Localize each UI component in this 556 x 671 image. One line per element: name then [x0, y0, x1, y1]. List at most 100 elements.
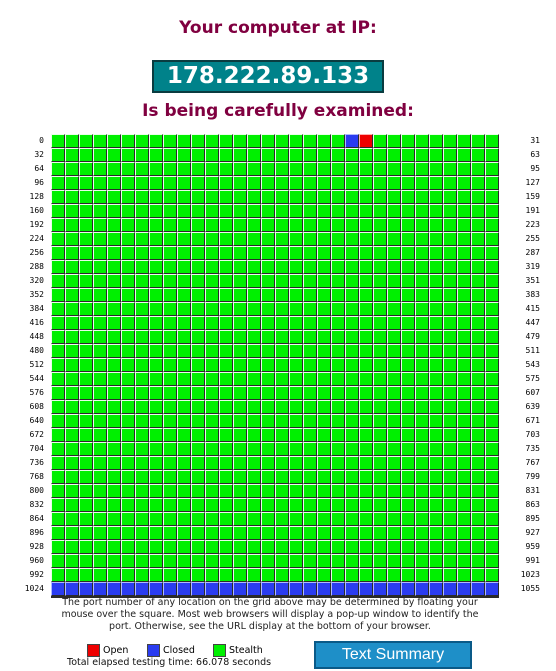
port-cell-81[interactable] — [289, 162, 303, 176]
port-cell-437[interactable] — [345, 316, 359, 330]
port-cell-138[interactable] — [191, 190, 205, 204]
port-cell-936[interactable] — [163, 540, 177, 554]
port-cell-974[interactable] — [247, 554, 261, 568]
port-cell-256[interactable] — [51, 246, 65, 260]
port-cell-181[interactable] — [345, 204, 359, 218]
port-cell-94[interactable] — [471, 162, 485, 176]
port-cell-918[interactable] — [359, 526, 373, 540]
port-cell-999[interactable] — [149, 568, 163, 582]
port-cell-442[interactable] — [415, 316, 429, 330]
port-cell-815[interactable] — [261, 484, 275, 498]
port-cell-544[interactable] — [51, 372, 65, 386]
port-cell-900[interactable] — [107, 526, 121, 540]
port-cell-703[interactable] — [485, 428, 499, 442]
port-cell-978[interactable] — [303, 554, 317, 568]
port-cell-31[interactable] — [485, 134, 499, 148]
port-cell-510[interactable] — [471, 344, 485, 358]
port-cell-753[interactable] — [289, 456, 303, 470]
port-cell-23[interactable] — [373, 134, 387, 148]
port-cell-676[interactable] — [107, 428, 121, 442]
port-cell-249[interactable] — [401, 232, 415, 246]
port-cell-724[interactable] — [331, 442, 345, 456]
port-cell-653[interactable] — [233, 414, 247, 428]
port-cell-620[interactable] — [219, 400, 233, 414]
port-cell-428[interactable] — [219, 316, 233, 330]
port-cell-350[interactable] — [471, 274, 485, 288]
port-cell-665[interactable] — [401, 414, 415, 428]
port-cell-139[interactable] — [205, 190, 219, 204]
port-cell-537[interactable] — [401, 358, 415, 372]
port-cell-502[interactable] — [359, 344, 373, 358]
port-cell-227[interactable] — [93, 232, 107, 246]
port-cell-448[interactable] — [51, 330, 65, 344]
port-cell-75[interactable] — [205, 162, 219, 176]
port-cell-781[interactable] — [233, 470, 247, 484]
port-cell-672[interactable] — [51, 428, 65, 442]
port-cell-557[interactable] — [233, 372, 247, 386]
port-cell-76[interactable] — [219, 162, 233, 176]
port-cell-153[interactable] — [401, 190, 415, 204]
port-cell-25[interactable] — [401, 134, 415, 148]
port-cell-412[interactable] — [443, 302, 457, 316]
port-cell-1044[interactable] — [331, 582, 345, 596]
port-cell-839[interactable] — [149, 498, 163, 512]
port-cell-865[interactable] — [65, 512, 79, 526]
port-cell-186[interactable] — [415, 204, 429, 218]
port-cell-831[interactable] — [485, 484, 499, 498]
port-cell-850[interactable] — [303, 498, 317, 512]
port-cell-759[interactable] — [373, 456, 387, 470]
port-cell-541[interactable] — [457, 358, 471, 372]
port-cell-955[interactable] — [429, 540, 443, 554]
port-cell-99[interactable] — [93, 176, 107, 190]
port-cell-949[interactable] — [345, 540, 359, 554]
port-cell-607[interactable] — [485, 386, 499, 400]
port-cell-185[interactable] — [401, 204, 415, 218]
port-cell-905[interactable] — [177, 526, 191, 540]
port-cell-300[interactable] — [219, 260, 233, 274]
port-cell-805[interactable] — [121, 484, 135, 498]
port-cell-74[interactable] — [191, 162, 205, 176]
port-cell-822[interactable] — [359, 484, 373, 498]
port-cell-124[interactable] — [443, 176, 457, 190]
port-cell-58[interactable] — [415, 148, 429, 162]
port-cell-206[interactable] — [247, 218, 261, 232]
port-cell-459[interactable] — [205, 330, 219, 344]
port-cell-688[interactable] — [275, 428, 289, 442]
port-cell-86[interactable] — [359, 162, 373, 176]
port-cell-707[interactable] — [93, 442, 107, 456]
port-cell-1[interactable] — [65, 134, 79, 148]
port-cell-1046[interactable] — [359, 582, 373, 596]
port-cell-708[interactable] — [107, 442, 121, 456]
port-cell-371[interactable] — [317, 288, 331, 302]
port-cell-427[interactable] — [205, 316, 219, 330]
port-cell-1037[interactable] — [233, 582, 247, 596]
port-cell-1036[interactable] — [219, 582, 233, 596]
port-cell-990[interactable] — [471, 554, 485, 568]
port-cell-553[interactable] — [177, 372, 191, 386]
port-cell-960[interactable] — [51, 554, 65, 568]
port-cell-1010[interactable] — [303, 568, 317, 582]
port-cell-211[interactable] — [317, 218, 331, 232]
port-cell-331[interactable] — [205, 274, 219, 288]
port-cell-251[interactable] — [429, 232, 443, 246]
port-cell-980[interactable] — [331, 554, 345, 568]
port-cell-604[interactable] — [443, 386, 457, 400]
port-cell-366[interactable] — [247, 288, 261, 302]
port-cell-1016[interactable] — [387, 568, 401, 582]
port-cell-239[interactable] — [261, 232, 275, 246]
port-cell-167[interactable] — [149, 204, 163, 218]
port-cell-780[interactable] — [219, 470, 233, 484]
port-cell-966[interactable] — [135, 554, 149, 568]
port-cell-123[interactable] — [429, 176, 443, 190]
port-cell-456[interactable] — [163, 330, 177, 344]
port-cell-891[interactable] — [429, 512, 443, 526]
port-cell-477[interactable] — [457, 330, 471, 344]
port-cell-547[interactable] — [93, 372, 107, 386]
port-cell-446[interactable] — [471, 316, 485, 330]
port-cell-200[interactable] — [163, 218, 177, 232]
port-cell-44[interactable] — [219, 148, 233, 162]
port-cell-41[interactable] — [177, 148, 191, 162]
port-cell-97[interactable] — [65, 176, 79, 190]
port-cell-820[interactable] — [331, 484, 345, 498]
port-cell-342[interactable] — [359, 274, 373, 288]
